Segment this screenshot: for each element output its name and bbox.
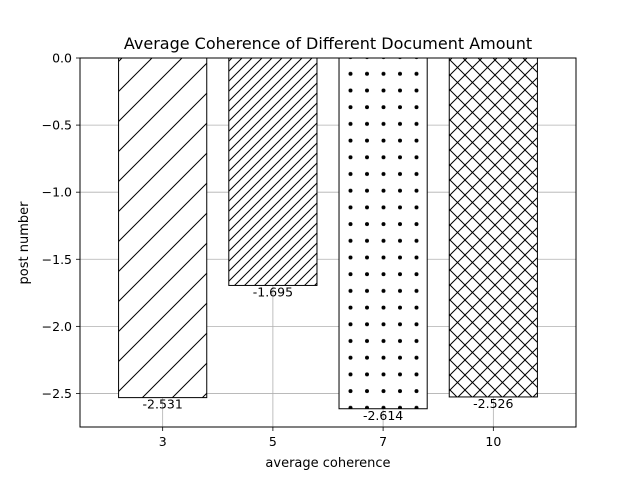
data-label-3: -2.531: [143, 397, 183, 412]
x-tick-label: 5: [269, 434, 277, 449]
x-tick-label: 3: [159, 434, 167, 449]
y-tick-label: −0.5: [42, 118, 72, 133]
bars-layer: [118, 57, 538, 410]
y-axis-label: post number: [17, 201, 32, 285]
plot-frame: [79, 57, 577, 428]
bar-hatch: [118, 58, 207, 398]
y-axis-ticks: 0.0 −0.5 −1.0 −1.5 −2.0 −2.5: [42, 51, 80, 401]
y-tick-label: −1.5: [42, 252, 72, 267]
bar-hatch: [449, 58, 538, 397]
data-label-7: -2.614: [363, 408, 403, 423]
y-tick-label: −2.0: [42, 319, 72, 334]
chart-title: Average Coherence of Different Document …: [124, 34, 532, 53]
y-tick-label: 0.0: [52, 51, 72, 66]
x-axis-label: average coherence: [265, 456, 390, 471]
x-tick-label: 10: [485, 434, 501, 449]
bar-hatch: [339, 58, 428, 409]
x-tick-label: 7: [379, 434, 387, 449]
bar-hatch: [228, 58, 317, 286]
y-tick-label: −2.5: [42, 386, 72, 401]
y-tick-label: −1.0: [42, 185, 72, 200]
data-label-10: -2.526: [473, 396, 513, 411]
x-axis-ticks: 3 5 7 10: [159, 427, 501, 449]
data-labels-layer: -2.531 -1.695 -2.614 -2.526: [143, 284, 514, 422]
data-label-5: -1.695: [253, 284, 293, 299]
